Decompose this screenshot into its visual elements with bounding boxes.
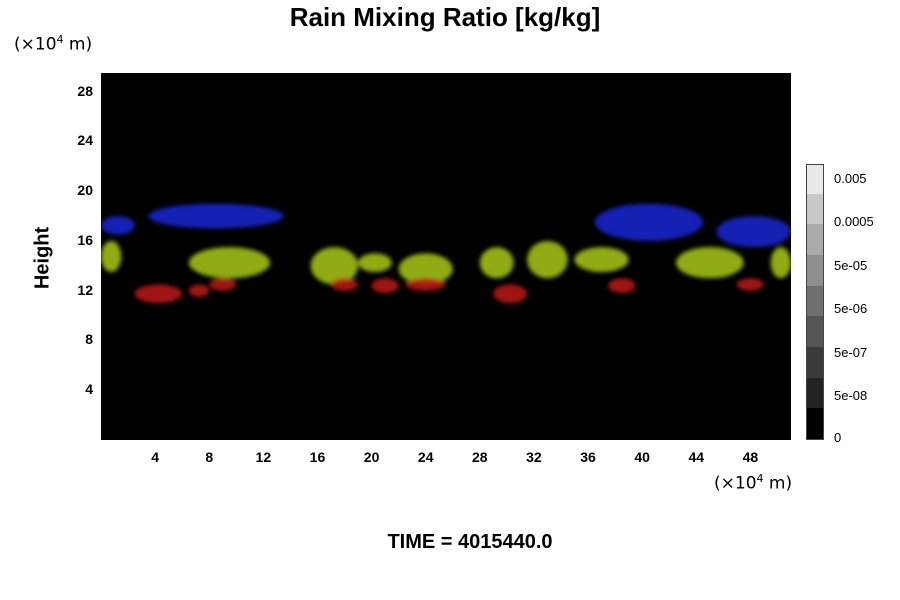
- region-upper-0: [101, 216, 135, 235]
- x-tick-label: 4: [151, 449, 159, 465]
- region-middle-12: [676, 247, 744, 279]
- region-middle-6: [310, 247, 359, 285]
- region-lower-22: [736, 278, 764, 291]
- region-lower-21: [608, 278, 636, 294]
- region-middle-9: [479, 247, 514, 279]
- y-tick-label: 28: [77, 82, 93, 99]
- colorbar-band: [807, 346, 823, 378]
- colorbar-tick-label: 5e-05: [834, 258, 868, 273]
- heatmap-svg: [101, 73, 792, 440]
- x-tick-label: 40: [634, 449, 650, 465]
- x-tick-label: 44: [688, 449, 705, 465]
- region-upper-1: [148, 203, 284, 229]
- colorbar-tick-label: 5e-06: [834, 301, 868, 316]
- colorbar-tick-label: 0.005: [834, 171, 867, 186]
- x-tick-label: 16: [309, 449, 326, 465]
- y-tick-label: 8: [85, 331, 93, 348]
- region-lower-14: [134, 284, 183, 304]
- x-tick-label: 36: [580, 449, 596, 465]
- region-middle-7: [358, 253, 392, 273]
- colorbar-band: [807, 223, 823, 255]
- y-tick-label: 20: [77, 182, 93, 199]
- colorbar-band: [807, 254, 823, 286]
- colorbar-band: [807, 284, 823, 317]
- plot-area: [101, 73, 792, 440]
- colorbar: [806, 164, 824, 440]
- x-tick-label: 24: [417, 449, 434, 465]
- region-lower-17: [331, 278, 359, 291]
- x-tick-label: 8: [205, 449, 214, 465]
- colorbar-band: [807, 376, 823, 409]
- x-tick-label: 32: [526, 449, 542, 465]
- chart-title: Rain Mixing Ratio [kg/kg]: [289, 2, 601, 32]
- colorbar-tick-label: 0.0005: [834, 214, 874, 229]
- region-lower-16: [209, 278, 237, 291]
- region-middle-13: [770, 247, 792, 279]
- region-middle-10: [527, 240, 568, 279]
- y-axis-label: Height: [31, 226, 54, 290]
- region-upper-3: [716, 216, 791, 248]
- colorbar-tick-label: 5e-07: [834, 345, 868, 360]
- region-lower-19: [405, 278, 446, 291]
- colorbar-tick-label: 0: [834, 430, 842, 445]
- region-middle-8: [398, 253, 453, 285]
- region-middle-5: [188, 247, 271, 279]
- y-tick-label: 4: [85, 381, 93, 398]
- y-axis-unit: (×104 m): [14, 33, 93, 55]
- colorbar-band: [807, 315, 823, 347]
- region-lower-18: [371, 278, 399, 294]
- colorbar-band: [807, 192, 823, 225]
- x-tick-label: 20: [363, 449, 380, 465]
- time-label: TIME = 4015440.0: [387, 531, 553, 553]
- y-tick-label: 24: [77, 132, 93, 149]
- region-lower-20: [493, 284, 528, 304]
- x-axis-unit: (×104 m): [714, 472, 793, 494]
- colorbar-band: [807, 407, 823, 439]
- colorbar-tick-label: 5e-08: [834, 388, 868, 403]
- x-tick-label: 12: [255, 449, 272, 465]
- region-upper-2: [594, 203, 704, 241]
- x-tick-label: 48: [742, 449, 759, 465]
- y-tick-label: 16: [77, 231, 93, 248]
- colorbar-band: [807, 165, 823, 194]
- x-tick-label: 28: [472, 449, 488, 465]
- y-tick-label: 12: [77, 281, 93, 298]
- region-middle-4: [101, 240, 122, 273]
- region-middle-11: [574, 247, 629, 273]
- region-lower-15: [188, 284, 210, 297]
